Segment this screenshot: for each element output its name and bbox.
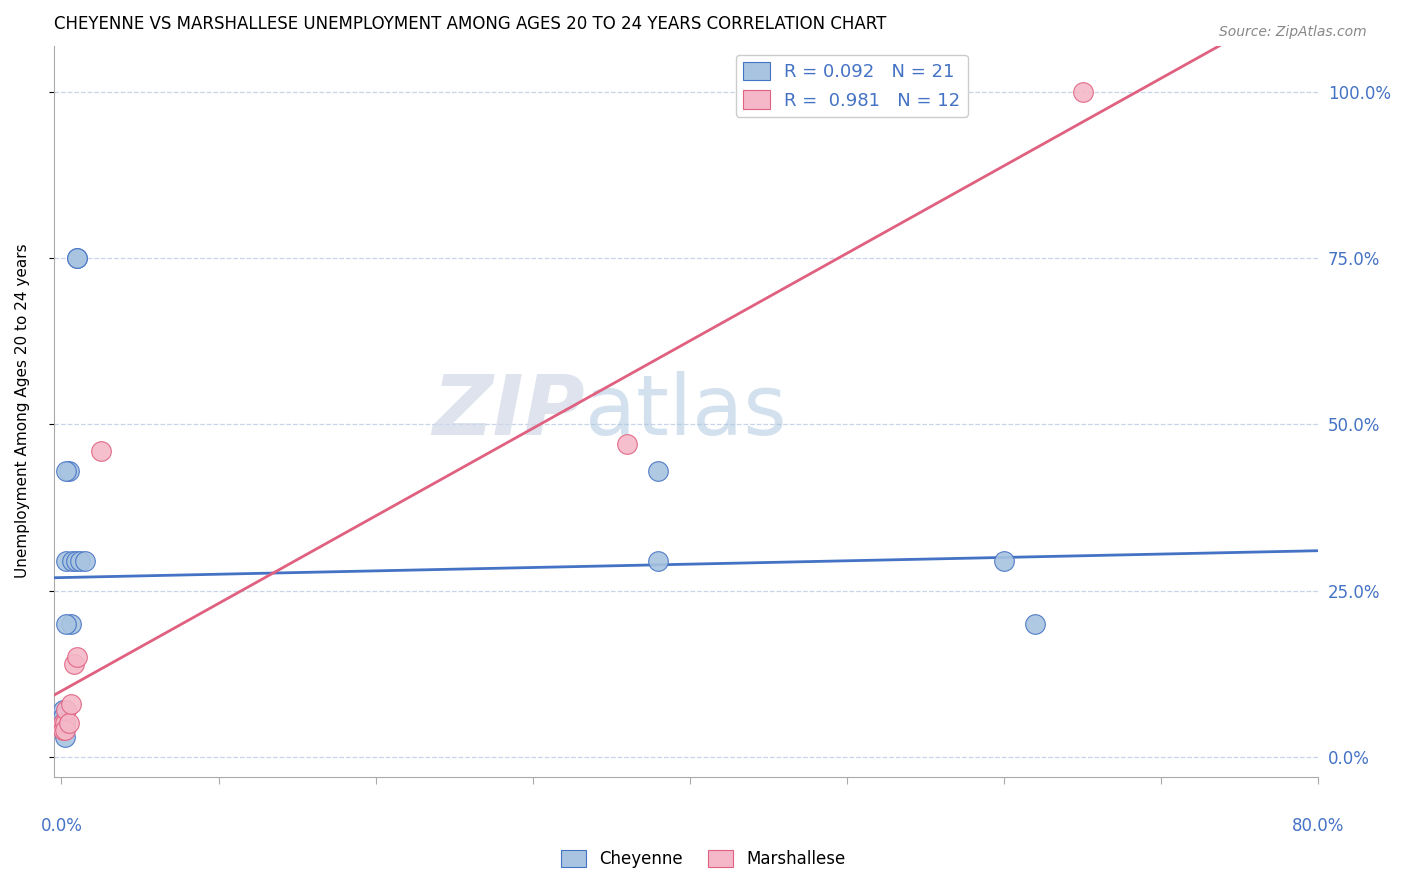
Point (55, 464, 77, 478)
Point (59, 697, 82, 711)
Point (1024, 616, 1046, 631)
Point (90, 444, 112, 458)
Point (55, 554, 77, 568)
Point (53, 716, 76, 731)
Text: CHEYENNE VS MARSHALLESE UNEMPLOYMENT AMONG AGES 20 TO 24 YEARS CORRELATION CHART: CHEYENNE VS MARSHALLESE UNEMPLOYMENT AMO… (53, 15, 886, 33)
Point (647, 554, 669, 568)
Text: ZIP: ZIP (432, 371, 585, 451)
Point (65, 554, 87, 568)
Point (53, 730, 76, 744)
Point (63, 657, 86, 671)
Legend: Cheyenne, Marshallese: Cheyenne, Marshallese (554, 843, 852, 875)
Point (69, 554, 91, 568)
Point (58, 716, 80, 731)
Point (62, 554, 84, 568)
Point (59, 616, 82, 631)
Point (53, 716, 76, 731)
Point (52, 716, 75, 731)
Point (66, 252, 89, 266)
Point (73, 554, 96, 568)
Point (52, 716, 75, 731)
Text: atlas: atlas (585, 371, 786, 451)
Point (55, 703, 77, 717)
Text: 80.0%: 80.0% (1292, 817, 1344, 835)
Point (53, 723, 76, 738)
Text: 0.0%: 0.0% (41, 817, 83, 835)
Point (66, 650, 89, 665)
Point (52, 710, 75, 724)
Point (52, 703, 75, 717)
Point (55, 616, 77, 631)
Point (647, 464, 669, 478)
Point (993, 554, 1015, 568)
Y-axis label: Unemployment Among Ages 20 to 24 years: Unemployment Among Ages 20 to 24 years (15, 244, 30, 578)
Point (1071, 85, 1094, 99)
Point (53, 716, 76, 731)
Point (616, 437, 638, 451)
Legend: R = 0.092   N = 21, R =  0.981   N = 12: R = 0.092 N = 21, R = 0.981 N = 12 (735, 54, 967, 117)
Point (52, 723, 75, 738)
Point (58, 464, 80, 478)
Text: Source: ZipAtlas.com: Source: ZipAtlas.com (1219, 25, 1367, 39)
Point (66, 252, 89, 266)
